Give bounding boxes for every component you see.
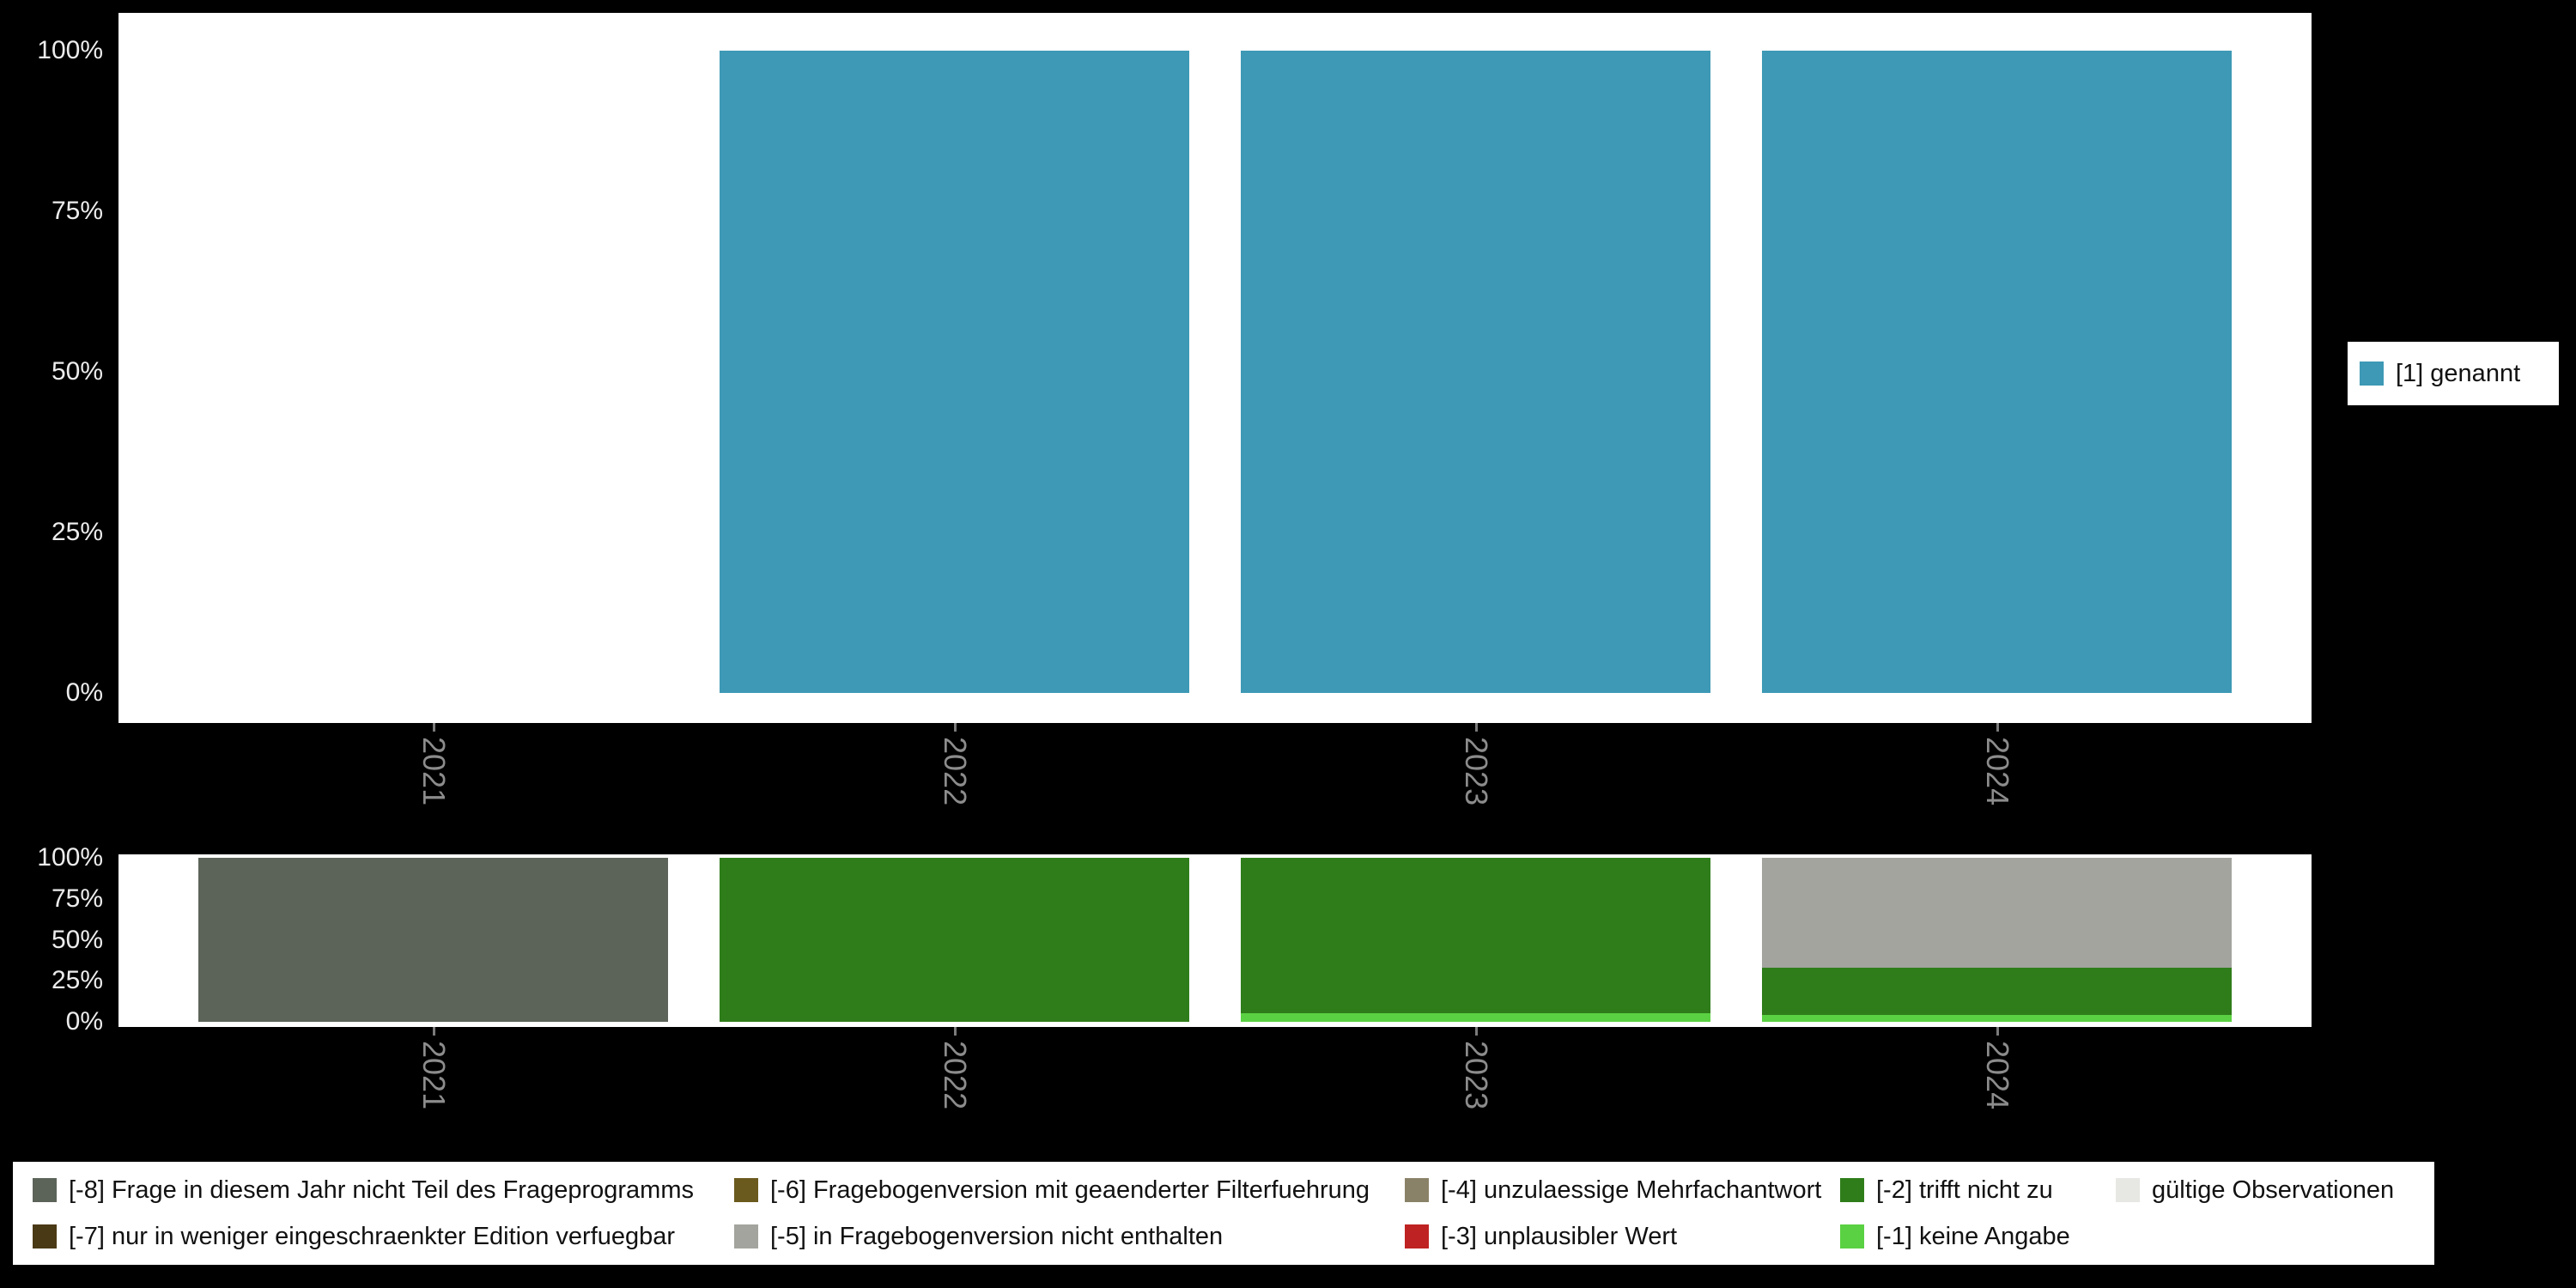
- missings-x-ticks: [173, 1027, 2257, 1036]
- legend-item: [-6] Fragebogenversion mit geaenderter F…: [734, 1176, 1405, 1205]
- x-tick: [432, 723, 435, 732]
- x-tick-label: 2022: [937, 737, 973, 806]
- bar-slot-2021: [173, 858, 694, 1022]
- legend-label: [-7] nur in weniger eingeschraenkter Edi…: [69, 1222, 676, 1250]
- y-tick-label: 50%: [51, 357, 103, 386]
- x-tick: [1996, 723, 1999, 732]
- legend-item: [-8] Frage in diesem Jahr nicht Teil des…: [33, 1176, 734, 1205]
- y-tick-label: 0%: [65, 678, 103, 707]
- missings-x-axis: 2021 2022 2023 2024: [173, 1041, 2257, 1152]
- bar-2022: [720, 51, 1189, 693]
- bar-slot-2021: [173, 51, 694, 693]
- bar-2023: [1241, 858, 1710, 1022]
- legend-swatch: [1840, 1224, 1864, 1249]
- x-tick: [1474, 723, 1478, 732]
- bar-2023: [1241, 51, 1710, 693]
- bar-segment-2023: [1241, 858, 1710, 1014]
- legend-label: [-8] Frage in diesem Jahr nicht Teil des…: [69, 1176, 694, 1204]
- missings-y-axis: 100% 75% 50% 25% 0%: [0, 843, 103, 1036]
- y-tick-label: 75%: [51, 197, 103, 225]
- bar-2022: [720, 858, 1189, 1022]
- legend-label: [-4] unzulaessige Mehrfachantwort: [1441, 1176, 1822, 1204]
- bar-2024: [1762, 51, 2232, 693]
- legend-item: [-4] unzulaessige Mehrfachantwort: [1405, 1176, 1840, 1205]
- bar-segment-2023: [1241, 1013, 1710, 1022]
- legend-item: [-2] trifft nicht zu: [1840, 1176, 2116, 1205]
- bar-segment-2022: [720, 51, 1189, 693]
- legend-label: [-5] in Fragebogenversion nicht enthalte…: [770, 1222, 1224, 1250]
- y-tick-label: 0%: [65, 1007, 103, 1036]
- bar-segment-2024: [1762, 968, 2232, 1016]
- y-tick-label: 100%: [37, 36, 103, 64]
- bar-segment-2021: [198, 858, 668, 1022]
- x-tick: [953, 723, 957, 732]
- bar-slot-2024: [1736, 858, 2257, 1022]
- bar-segment-2024: [1762, 858, 2232, 968]
- x-tick-label: 2023: [1458, 1041, 1494, 1110]
- legend-item: gültige Observationen: [2116, 1176, 2426, 1205]
- frequencies-x-axis: 2021 2022 2023 2024: [173, 737, 2257, 848]
- bar-segment-2024: [1762, 51, 2232, 693]
- missings-plot-area: [173, 858, 2257, 1022]
- x-tick-label: 2023: [1458, 737, 1494, 806]
- x-tick-label: 2022: [937, 1041, 973, 1110]
- bar-2024: [1762, 858, 2232, 1022]
- bar-segment-2023: [1241, 51, 1710, 693]
- legend-item: [-7] nur in weniger eingeschraenkter Edi…: [33, 1223, 734, 1251]
- legend-label: gültige Observationen: [2152, 1176, 2395, 1204]
- frequencies-x-ticks: [173, 723, 2257, 732]
- legend-swatch: [2116, 1178, 2140, 1202]
- x-tick: [1474, 1027, 1478, 1036]
- missings-legend: [-8] Frage in diesem Jahr nicht Teil des…: [13, 1162, 2434, 1265]
- y-tick-label: 25%: [51, 518, 103, 546]
- legend-label: [-1] keine Angabe: [1876, 1222, 2070, 1250]
- bar-2021: [198, 858, 668, 1022]
- frequencies-legend: [1] genannt: [2348, 342, 2559, 405]
- legend-swatch: [734, 1178, 758, 1202]
- legend-label: [-3] unplausibler Wert: [1441, 1222, 1678, 1250]
- legend-item: [-1] keine Angabe: [1840, 1223, 2116, 1251]
- legend-swatch-genannt: [2360, 361, 2384, 386]
- x-tick-label: 2024: [1979, 737, 2015, 806]
- legend-swatch: [734, 1224, 758, 1249]
- bar-slot-2024: [1736, 51, 2257, 693]
- frequencies-plot-panel: [118, 13, 2312, 723]
- y-tick-label: 100%: [37, 843, 103, 872]
- legend-swatch: [1405, 1224, 1429, 1249]
- bar-slot-2023: [1215, 858, 1736, 1022]
- frequencies-plot-area: [173, 51, 2257, 693]
- x-tick: [1996, 1027, 1999, 1036]
- legend-label: [-6] Fragebogenversion mit geaenderter F…: [770, 1176, 1370, 1204]
- bar-slot-2023: [1215, 51, 1736, 693]
- legend-swatch: [33, 1224, 57, 1249]
- bar-slot-2022: [694, 51, 1215, 693]
- x-tick: [432, 1027, 435, 1036]
- y-tick-label: 25%: [51, 966, 103, 995]
- x-tick-label: 2021: [416, 1041, 452, 1110]
- bar-slot-2022: [694, 858, 1215, 1022]
- x-tick-label: 2021: [416, 737, 452, 806]
- frequencies-y-axis: 100% 75% 50% 25% 0%: [0, 36, 103, 707]
- legend-swatch: [1405, 1178, 1429, 1202]
- bar-segment-2022: [720, 858, 1189, 1022]
- y-tick-label: 50%: [51, 925, 103, 954]
- legend-item: [-3] unplausibler Wert: [1405, 1223, 1840, 1251]
- x-tick: [953, 1027, 957, 1036]
- legend-swatch: [1840, 1178, 1864, 1202]
- missings-plot-panel: [118, 854, 2312, 1027]
- legend-label-genannt: [1] genannt: [2396, 359, 2521, 387]
- legend-label: [-2] trifft nicht zu: [1876, 1176, 2053, 1204]
- x-tick-label: 2024: [1979, 1041, 2015, 1110]
- legend-item: [-5] in Fragebogenversion nicht enthalte…: [734, 1223, 1405, 1251]
- legend-swatch: [33, 1178, 57, 1202]
- bar-segment-2024: [1762, 1015, 2232, 1022]
- y-tick-label: 75%: [51, 884, 103, 913]
